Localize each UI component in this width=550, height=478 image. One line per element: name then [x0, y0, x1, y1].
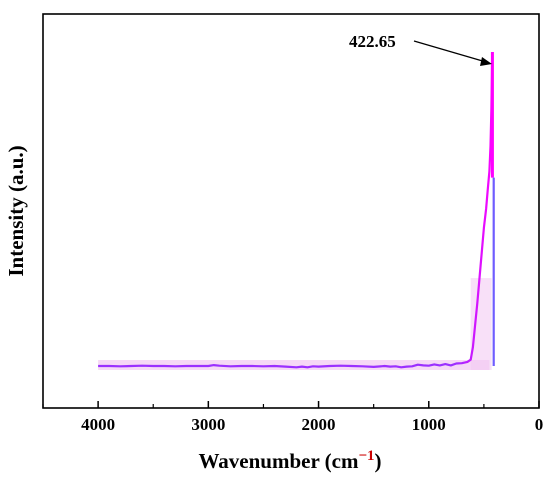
x-axis-title-superscript: −1	[358, 448, 374, 464]
x-axis-title-close: )	[375, 449, 382, 473]
x-tick-label: 3000	[191, 415, 225, 434]
series-line	[98, 51, 494, 369]
y-axis-title: Intensity (a.u.)	[4, 145, 28, 276]
peak-annotation-label: 422.65	[349, 32, 396, 51]
shading-band	[98, 278, 492, 370]
baseline-band	[98, 360, 490, 370]
peak-band	[470, 278, 492, 370]
x-tick-label: 0	[535, 415, 544, 434]
peak-annotation: 422.65	[349, 32, 492, 66]
plot-frame	[42, 13, 540, 409]
plot-area: 4000 3000 2000 1000 0	[42, 13, 544, 434]
x-axis-title-main: Wavenumber (cm	[198, 449, 359, 473]
series-layer	[98, 51, 495, 369]
x-tick-label: 4000	[81, 415, 115, 434]
peak-annotation-arrowhead	[480, 57, 492, 66]
x-tick-label: 2000	[302, 415, 336, 434]
x-axis-title: Wavenumber (cm−1)	[198, 448, 381, 473]
peak-annotation-arrow	[413, 40, 487, 63]
x-tick-label: 1000	[412, 415, 446, 434]
x-ticks: 4000 3000 2000 1000 0	[42, 401, 544, 434]
